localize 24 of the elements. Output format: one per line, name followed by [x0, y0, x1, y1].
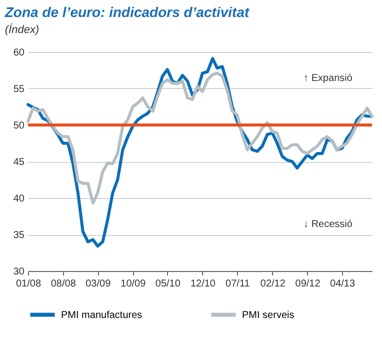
annotation: ↓ Recessió [304, 219, 353, 230]
annotation: ↑ Expansió [304, 73, 353, 84]
x-tick-label: 12/10 [190, 278, 216, 290]
y-tick-label: 40 [13, 194, 25, 204]
x-tick-label: 03/09 [86, 278, 112, 290]
x-tick-label: 07/11 [226, 278, 250, 290]
x-tick-label: 09/12 [295, 278, 321, 290]
chart-subtitle: (Índex) [4, 23, 40, 36]
y-tick-label: 35 [13, 230, 25, 241]
x-tick-label: 04/13 [330, 278, 356, 290]
x-tick-label: 02/12 [260, 278, 286, 290]
x-tick-label: 10/09 [120, 278, 146, 290]
line-series [26, 72, 374, 205]
y-tick-label: 60 [13, 48, 25, 58]
y-tick-label: 55 [13, 84, 25, 95]
y-tick-label: 45 [13, 157, 25, 168]
y-tick-label: 30 [13, 266, 25, 278]
chart-title: Zona de l’euro: indicadors d’activitat [4, 4, 250, 20]
x-tick-label: 01/08 [16, 278, 42, 290]
x-tick-label: 05/10 [155, 278, 181, 290]
x-tick-label: 08/08 [50, 278, 76, 290]
legend-label: PMI serveis [242, 310, 294, 321]
y-tick-label: 50 [13, 120, 25, 132]
legend-label: PMI manufactures [61, 310, 142, 321]
